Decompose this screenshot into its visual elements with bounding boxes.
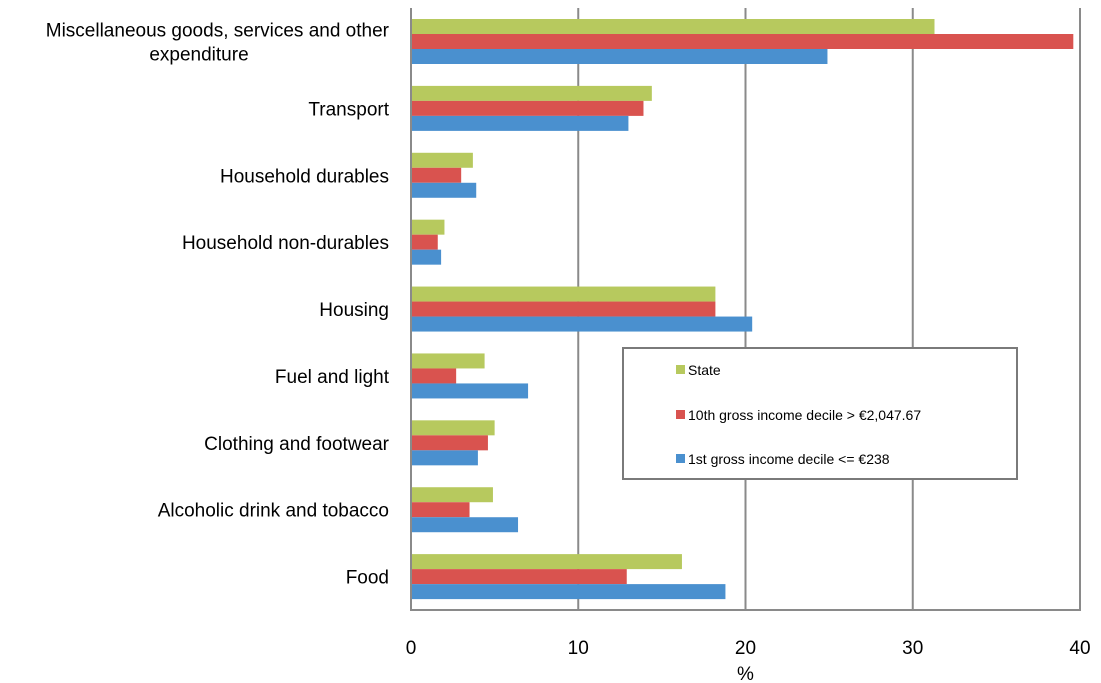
bar xyxy=(411,219,445,235)
category-labels: Miscellaneous goods, services and other e… xyxy=(46,21,390,589)
legend-swatch xyxy=(676,410,685,419)
bar xyxy=(411,234,438,250)
bar xyxy=(411,152,473,168)
bar xyxy=(411,450,478,466)
bar xyxy=(411,569,627,585)
axes xyxy=(410,8,1081,611)
legend-box xyxy=(622,347,1018,480)
category-label: Household durables xyxy=(220,166,389,187)
legend-label: 10th gross income decile > €2,047.67 xyxy=(688,407,921,423)
legend-label: 1st gross income decile <= €238 xyxy=(688,451,890,467)
category-label: Food xyxy=(346,568,389,589)
category-label: expenditure xyxy=(149,45,248,66)
category-label: Miscellaneous goods, services and other xyxy=(46,21,390,42)
bar xyxy=(411,353,485,369)
bar xyxy=(411,100,644,116)
legend-swatch xyxy=(676,454,685,463)
bar xyxy=(411,34,1074,49)
category-label: Housing xyxy=(319,300,389,321)
bar xyxy=(411,517,519,533)
bar xyxy=(411,115,629,131)
bar xyxy=(411,420,495,436)
bar xyxy=(411,19,935,34)
bar xyxy=(411,85,652,101)
bar xyxy=(411,487,493,503)
category-label: Household non-durables xyxy=(182,233,389,254)
x-tick-label: 0 xyxy=(406,638,417,659)
bar xyxy=(411,167,462,183)
legend: State 10th gross income decile > €2,047.6… xyxy=(622,347,1018,480)
bars xyxy=(411,19,1074,600)
category-label: Clothing and footwear xyxy=(204,434,390,455)
bar xyxy=(411,368,457,384)
legend-label: State xyxy=(688,362,721,378)
tick-labels: 0 10 20 30 40 xyxy=(406,638,1091,659)
bar xyxy=(411,554,682,570)
category-label: Fuel and light xyxy=(275,367,390,388)
x-tick-label: 30 xyxy=(902,638,923,659)
bar xyxy=(411,182,477,198)
bar xyxy=(411,249,442,265)
bar xyxy=(411,301,716,317)
category-label: Alcoholic drink and tobacco xyxy=(158,501,389,522)
category-label: Transport xyxy=(308,99,389,120)
bar xyxy=(411,435,488,451)
bar xyxy=(411,383,529,399)
bar xyxy=(411,502,470,518)
x-tick-label: 40 xyxy=(1069,638,1090,659)
x-axis-title: % xyxy=(737,664,754,683)
bar xyxy=(411,286,716,302)
x-tick-label: 10 xyxy=(568,638,589,659)
bar xyxy=(411,49,828,64)
bar xyxy=(411,316,753,332)
legend-swatch xyxy=(676,365,685,374)
bar xyxy=(411,584,726,600)
x-tick-label: 20 xyxy=(735,638,756,659)
